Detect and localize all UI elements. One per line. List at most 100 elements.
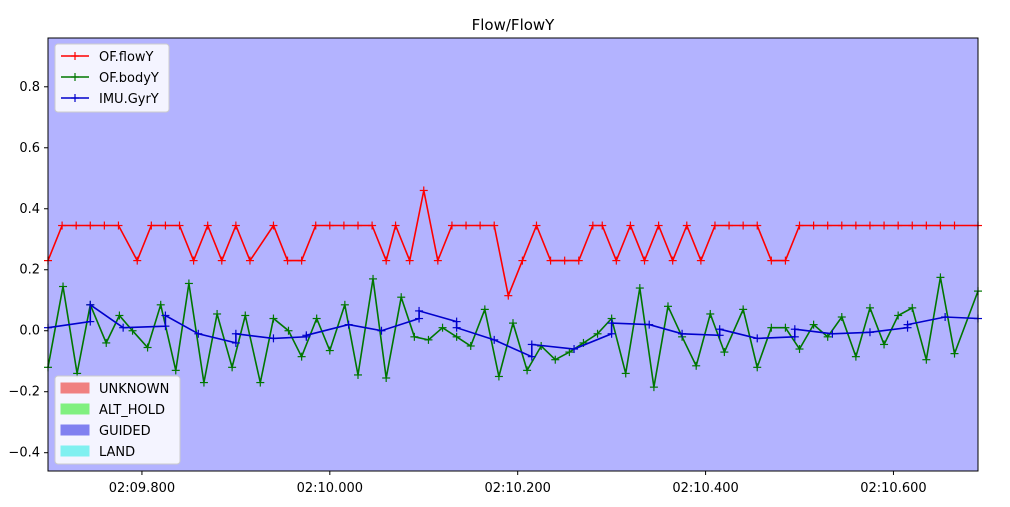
data-point (903, 320, 912, 329)
data-point (678, 329, 687, 338)
data-point (645, 320, 654, 329)
legend-marker (71, 94, 79, 102)
data-point (612, 256, 621, 265)
data-point (588, 221, 597, 230)
data-point (635, 284, 644, 293)
data-point (649, 383, 658, 392)
data-point (415, 314, 424, 323)
data-point (419, 186, 428, 195)
legend-label: ALT_HOLD (99, 403, 165, 418)
legend-label: OF.bodyY (99, 71, 159, 86)
data-point (894, 311, 903, 320)
y-tick-label: 0.4 (19, 202, 40, 217)
data-point (119, 323, 128, 332)
data-point (256, 378, 265, 387)
data-point (297, 256, 306, 265)
data-point (781, 256, 790, 265)
data-point (725, 221, 734, 230)
data-point (922, 221, 931, 230)
plot-frame (47, 37, 979, 472)
legend-marker (71, 73, 79, 81)
data-point (790, 325, 799, 334)
data-point (382, 256, 391, 265)
data-point (194, 329, 203, 338)
series-of-bodyy (44, 273, 982, 392)
x-axis: 02:09.800 02:10.000 02:10.200 02:10.400 02:1… (109, 471, 927, 496)
data-point (908, 221, 917, 230)
data-point (114, 221, 123, 230)
x-tick-label: 02:10.000 (297, 481, 363, 496)
data-point (231, 221, 240, 230)
data-point (809, 320, 818, 329)
data-point (217, 256, 226, 265)
data-point (546, 256, 555, 265)
data-point (283, 256, 292, 265)
legend-label: OF.flowY (99, 50, 154, 65)
data-point (574, 256, 583, 265)
data-point (228, 363, 237, 372)
data-point (894, 221, 903, 230)
data-point (480, 305, 489, 314)
data-point (391, 221, 400, 230)
y-axis: −0.4 −0.2 0.0 0.2 0.4 0.6 0.8 (8, 80, 48, 461)
data-point (922, 355, 931, 364)
data-point (509, 319, 517, 328)
data-point (86, 317, 95, 326)
data-point (297, 352, 306, 361)
data-point (598, 221, 607, 230)
data-point (115, 311, 124, 320)
data-point (851, 352, 860, 361)
data-point (161, 221, 170, 230)
legend-item-land: LAND (60, 445, 135, 460)
data-point (664, 302, 672, 311)
data-point (504, 291, 513, 300)
data-point (795, 221, 804, 230)
data-point (908, 303, 917, 312)
data-point (59, 282, 68, 291)
legend-item-of-flowy: OF.flowY (61, 50, 154, 65)
data-point (739, 221, 748, 230)
legend-label: LAND (99, 445, 135, 460)
data-point (58, 221, 67, 230)
data-point (369, 274, 378, 283)
data-point (654, 221, 663, 230)
data-point (382, 373, 391, 382)
data-point (203, 221, 212, 230)
data-point (311, 221, 320, 230)
data-point (102, 338, 111, 347)
data-point (626, 221, 635, 230)
legend-item-of-bodyy: OF.bodyY (61, 71, 159, 86)
data-point (171, 366, 180, 375)
legend-label: GUIDED (99, 424, 151, 439)
data-point (156, 300, 165, 309)
data-point (231, 338, 240, 347)
data-point (607, 329, 616, 338)
data-point (823, 332, 832, 341)
data-point (950, 349, 959, 358)
data-point (184, 279, 193, 288)
data-point (710, 221, 719, 230)
mode-legend: UNKNOWN ALT_HOLD GUIDED LAND (54, 375, 181, 465)
data-point (837, 313, 846, 322)
legend-swatch (60, 382, 90, 394)
data-point (269, 221, 278, 230)
data-point (767, 323, 776, 332)
data-point (527, 340, 536, 349)
y-tick-label: 0.2 (19, 263, 40, 278)
data-point (72, 221, 81, 230)
data-point (466, 341, 475, 350)
data-point (494, 372, 503, 381)
data-point (753, 221, 762, 230)
data-point (241, 311, 250, 320)
data-point (490, 221, 499, 230)
data-point (143, 343, 152, 352)
data-point (415, 306, 424, 315)
data-point (570, 345, 579, 354)
legend-swatch (60, 424, 90, 436)
legend-item-guided: GUIDED (60, 424, 151, 439)
x-tick-label: 02:10.200 (484, 481, 550, 496)
data-point (433, 256, 442, 265)
data-point (354, 221, 362, 230)
data-point (175, 221, 184, 230)
